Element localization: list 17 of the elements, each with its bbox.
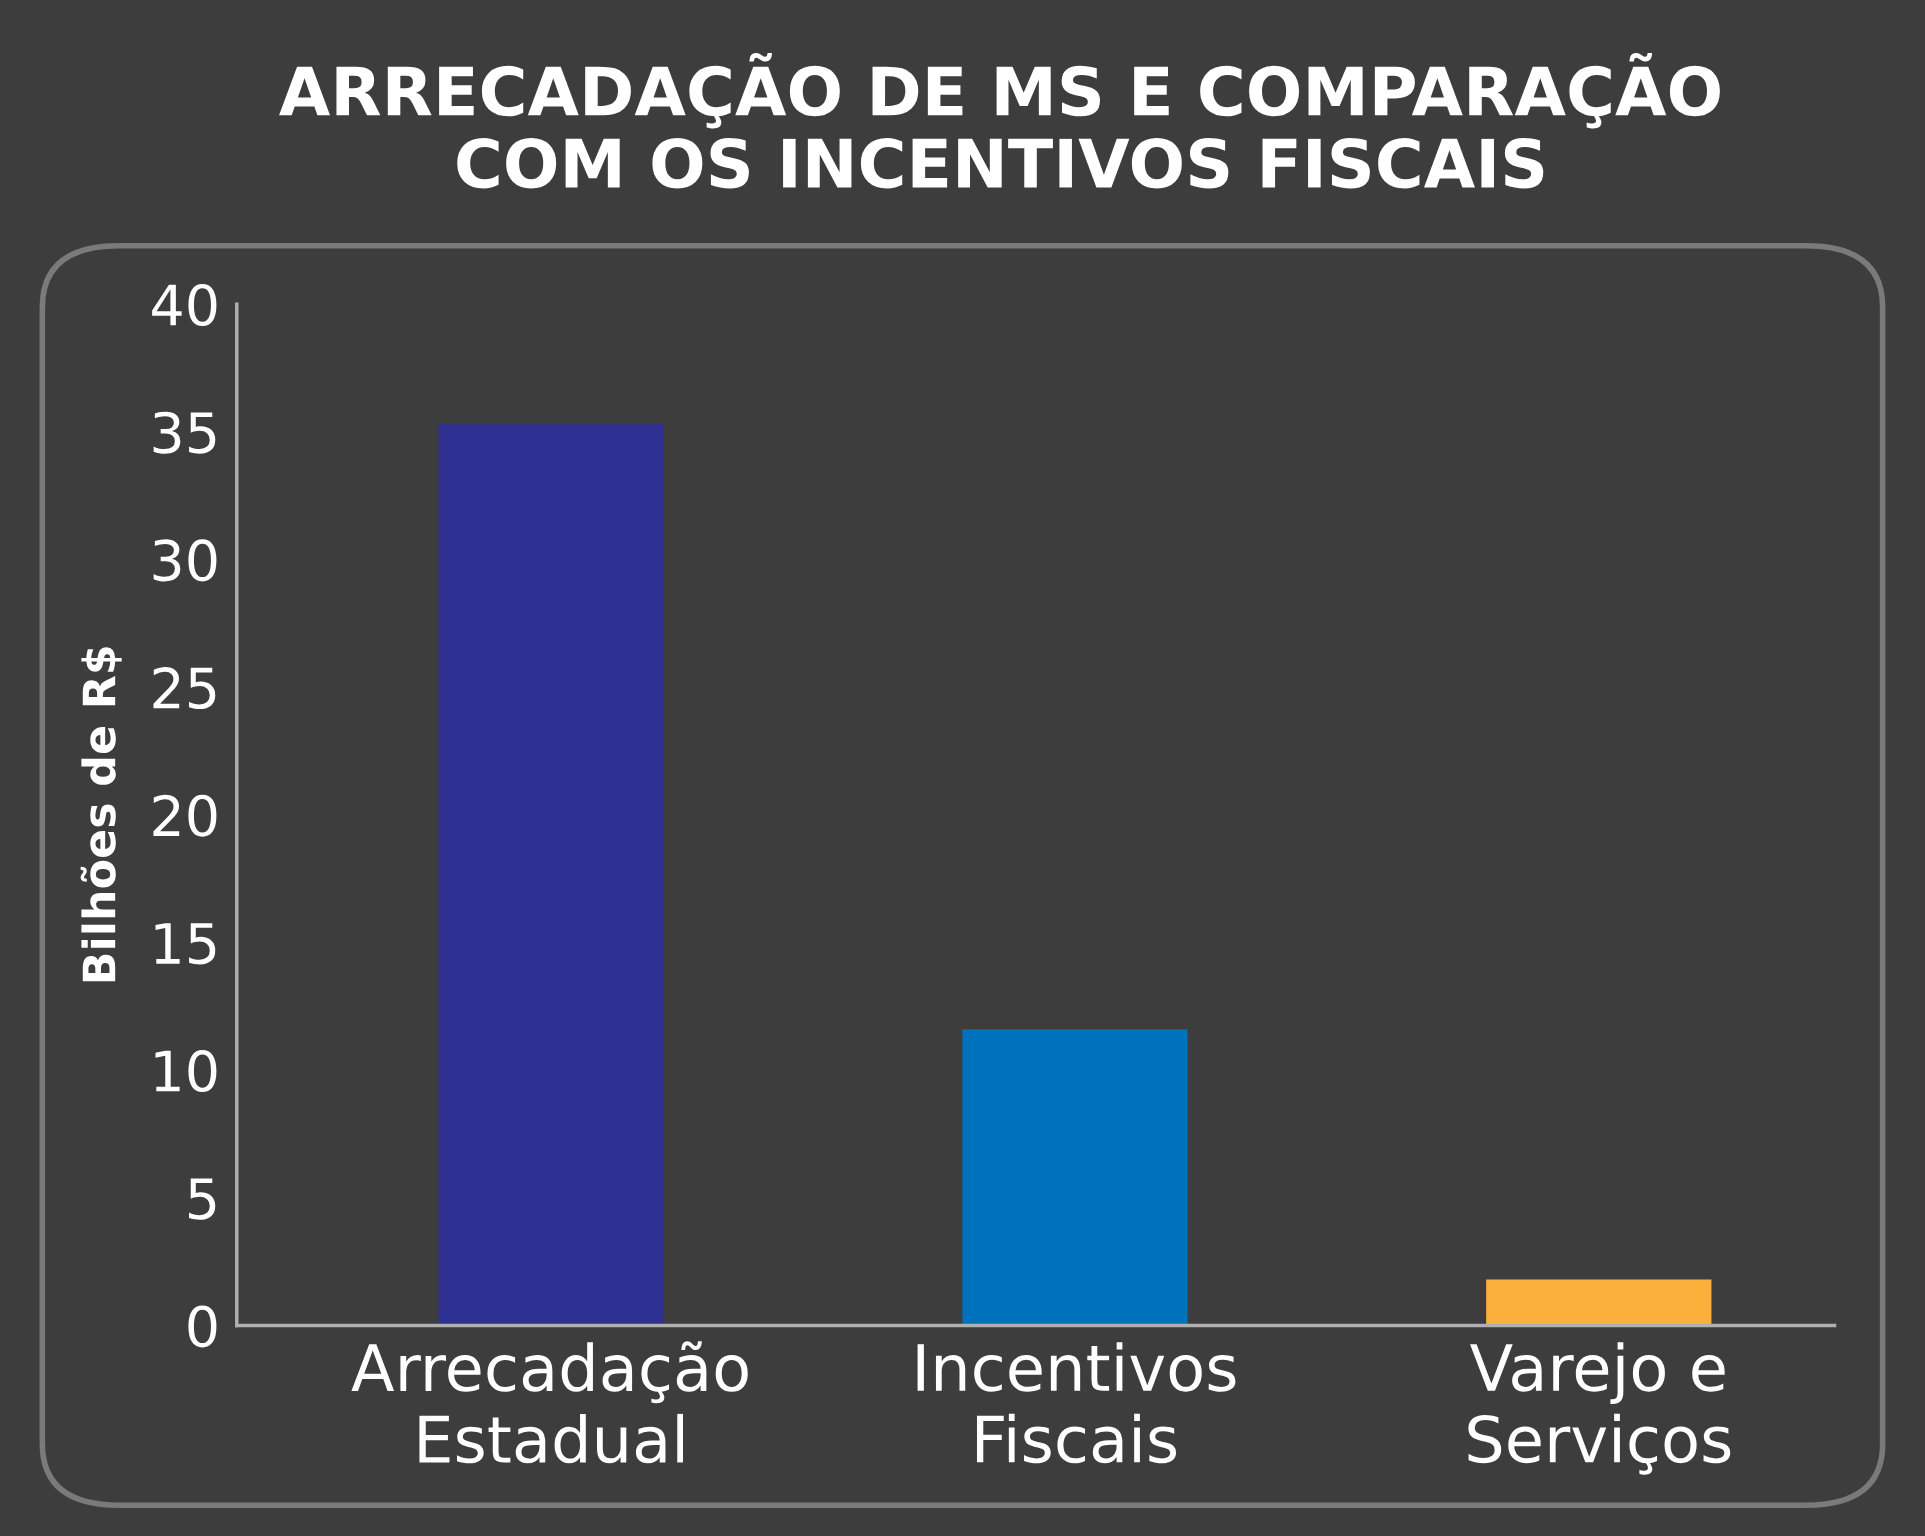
y-tick-label: 5 [189, 1178, 216, 1220]
x-tick-label: Varejo e Serviços [1468, 1342, 1731, 1475]
bar [962, 1029, 1188, 1326]
y-tick-label: 0 [188, 1305, 217, 1348]
y-tick-label: 25 [153, 667, 216, 710]
bar [1486, 1279, 1712, 1326]
x-tick-label: Incentivos Fiscais [917, 1342, 1236, 1464]
y-tick-label: 10 [155, 1050, 217, 1093]
y-tick-label: 40 [152, 284, 217, 327]
y-axis-title: Bilhões de R$ [80, 647, 122, 982]
bar [438, 424, 664, 1326]
y-tick-label: 15 [155, 923, 216, 965]
y-tick-label: 30 [153, 539, 217, 582]
y-tick-label: 20 [153, 794, 217, 837]
y-tick-label: 35 [153, 411, 216, 454]
chart-title: ARRECADAÇÃO DE MS E COMPARAÇÃO COM OS INCENTIVOS FISCAIS [279, 52, 1720, 189]
x-tick-label: Arrecadação Estadual [351, 1341, 748, 1464]
